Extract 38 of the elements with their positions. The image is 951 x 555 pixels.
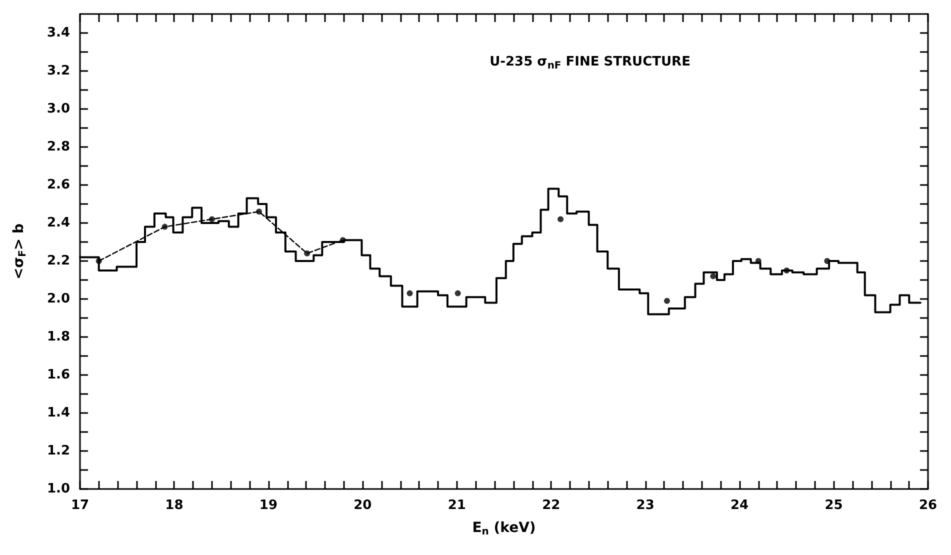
point — [406, 290, 413, 296]
point — [558, 216, 564, 222]
y-tick-label: 3.0 — [46, 102, 70, 116]
point — [824, 258, 830, 264]
point — [454, 290, 461, 296]
x-tick-label: 25 — [824, 498, 843, 513]
y-tick-label: 2.2 — [46, 254, 70, 268]
y-tick-label: 1.8 — [46, 330, 70, 344]
point — [96, 258, 102, 264]
point — [340, 237, 346, 244]
y-tick-label: 1.0 — [46, 482, 70, 496]
y-axis-title: <σF> b — [11, 223, 28, 280]
y-tick-label: 1.6 — [46, 368, 70, 382]
y-tick-label: 3.2 — [46, 64, 70, 78]
point — [208, 216, 215, 222]
point — [664, 298, 670, 304]
y-tick-label: 2.4 — [46, 216, 70, 230]
x-tick-label: 20 — [354, 498, 372, 513]
x-tick-label: 19 — [259, 498, 278, 513]
x-tick-label: 18 — [165, 498, 184, 513]
y-tick-label: 3.4 — [46, 26, 70, 40]
x-tick-label: 22 — [542, 498, 560, 513]
point — [710, 273, 716, 280]
point — [256, 208, 262, 215]
y-tick-label: 2.6 — [46, 178, 70, 192]
x-tick-label: 17 — [70, 498, 90, 513]
point — [162, 224, 168, 230]
x-tick-label: 26 — [918, 498, 938, 513]
point — [304, 250, 310, 256]
x-tick-label: 24 — [730, 498, 749, 513]
y-tick-label: 1.2 — [46, 444, 70, 458]
x-tick-label: 21 — [448, 498, 466, 513]
y-tick-label: 2.8 — [46, 140, 70, 154]
point — [755, 258, 762, 264]
y-tick-label: 1.4 — [46, 406, 70, 420]
x-tick-label: 23 — [636, 498, 654, 513]
point — [784, 268, 790, 274]
y-tick-label: 2.0 — [46, 292, 70, 306]
